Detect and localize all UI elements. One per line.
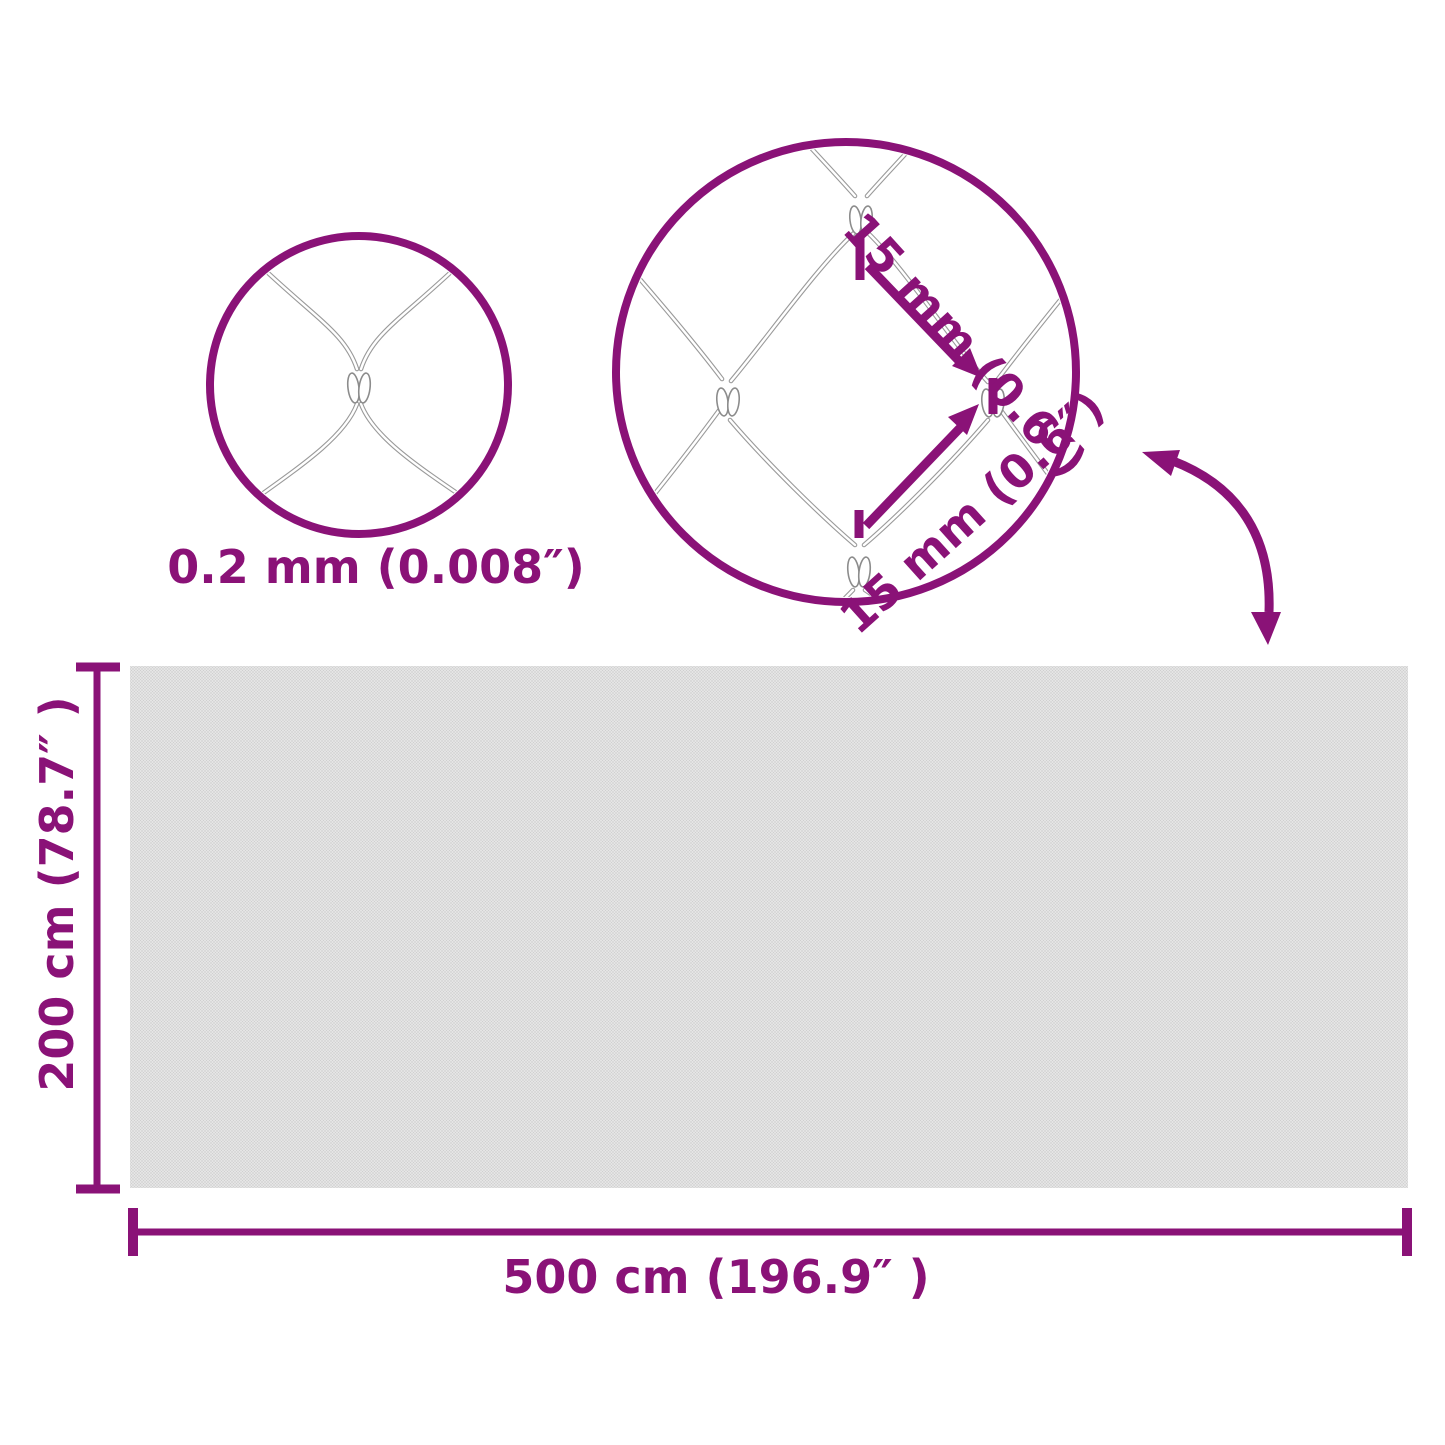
thread-thickness-label: 0.2 mm (0.008″) (167, 540, 585, 594)
mesh-knot-left-icon (715, 387, 741, 417)
mesh-dimension-upper (855, 238, 998, 414)
net-width-label: 500 cm (196.9″ ) (502, 1250, 930, 1304)
net-preview-swatch (130, 666, 1408, 1188)
arrowhead-icon (952, 348, 982, 378)
height-dimension-line (76, 662, 120, 1194)
thread-magnifier-circle (206, 232, 512, 538)
width-dimension-line (128, 1208, 1412, 1256)
thread-strands (248, 256, 470, 504)
zoom-curved-arrow-icon (1142, 450, 1281, 645)
mesh-dimension-lower (854, 404, 979, 538)
thread-magnifier (206, 232, 512, 538)
arrowhead-icon (948, 404, 979, 435)
mesh-knot-top-icon (848, 205, 874, 235)
mesh-magnifier (612, 138, 1080, 606)
net-height-label: 200 cm (78.7″ ) (30, 696, 84, 1092)
mesh-knot-bottom-icon (846, 556, 872, 588)
thread-knot-icon (346, 372, 372, 404)
mesh-magnifier-circle (612, 138, 1080, 606)
